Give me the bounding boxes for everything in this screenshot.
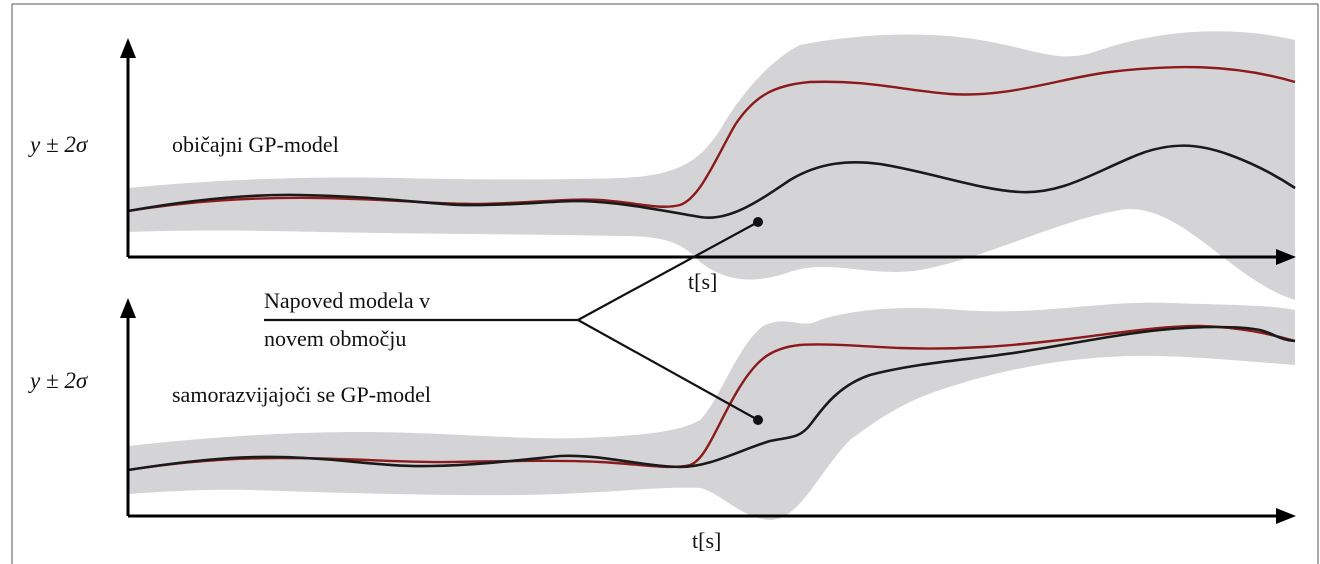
annotation-line-1: Napoved modela v: [264, 288, 430, 313]
top-model-title: običajni GP-model: [172, 132, 339, 157]
top-y-label: y ± 2σ: [28, 132, 89, 157]
bottom-panel: y ± 2σ samorazvijajoči se GP-model t[s]: [28, 298, 1296, 553]
bottom-true-signal: [127, 324, 1296, 472]
top-x-axis-arrow: [1276, 249, 1296, 265]
top-model-prediction: [127, 144, 1296, 220]
bottom-y-axis-arrow: [120, 298, 136, 318]
annotation-leader-top: [577, 221, 759, 321]
annotation-point-bottom: [753, 415, 763, 425]
bottom-x-label: t[s]: [692, 528, 721, 553]
top-panel: y ± 2σ običajni GP-model t[s]: [28, 31, 1296, 301]
bottom-model-prediction: [127, 325, 1296, 472]
prediction-annotation: Napoved modela v novem območju: [264, 217, 763, 425]
top-y-axis-arrow: [120, 38, 136, 58]
bottom-y-label: y ± 2σ: [28, 368, 89, 393]
annotation-point-top: [753, 217, 763, 227]
annotation-line-2: novem območju: [264, 326, 406, 351]
bottom-x-axis-arrow: [1276, 508, 1296, 524]
bottom-model-title: samorazvijajoči se GP-model: [172, 382, 431, 407]
annotation-leader-bottom: [577, 319, 759, 421]
top-x-label: t[s]: [688, 269, 717, 294]
top-confidence-band: [128, 31, 1295, 301]
